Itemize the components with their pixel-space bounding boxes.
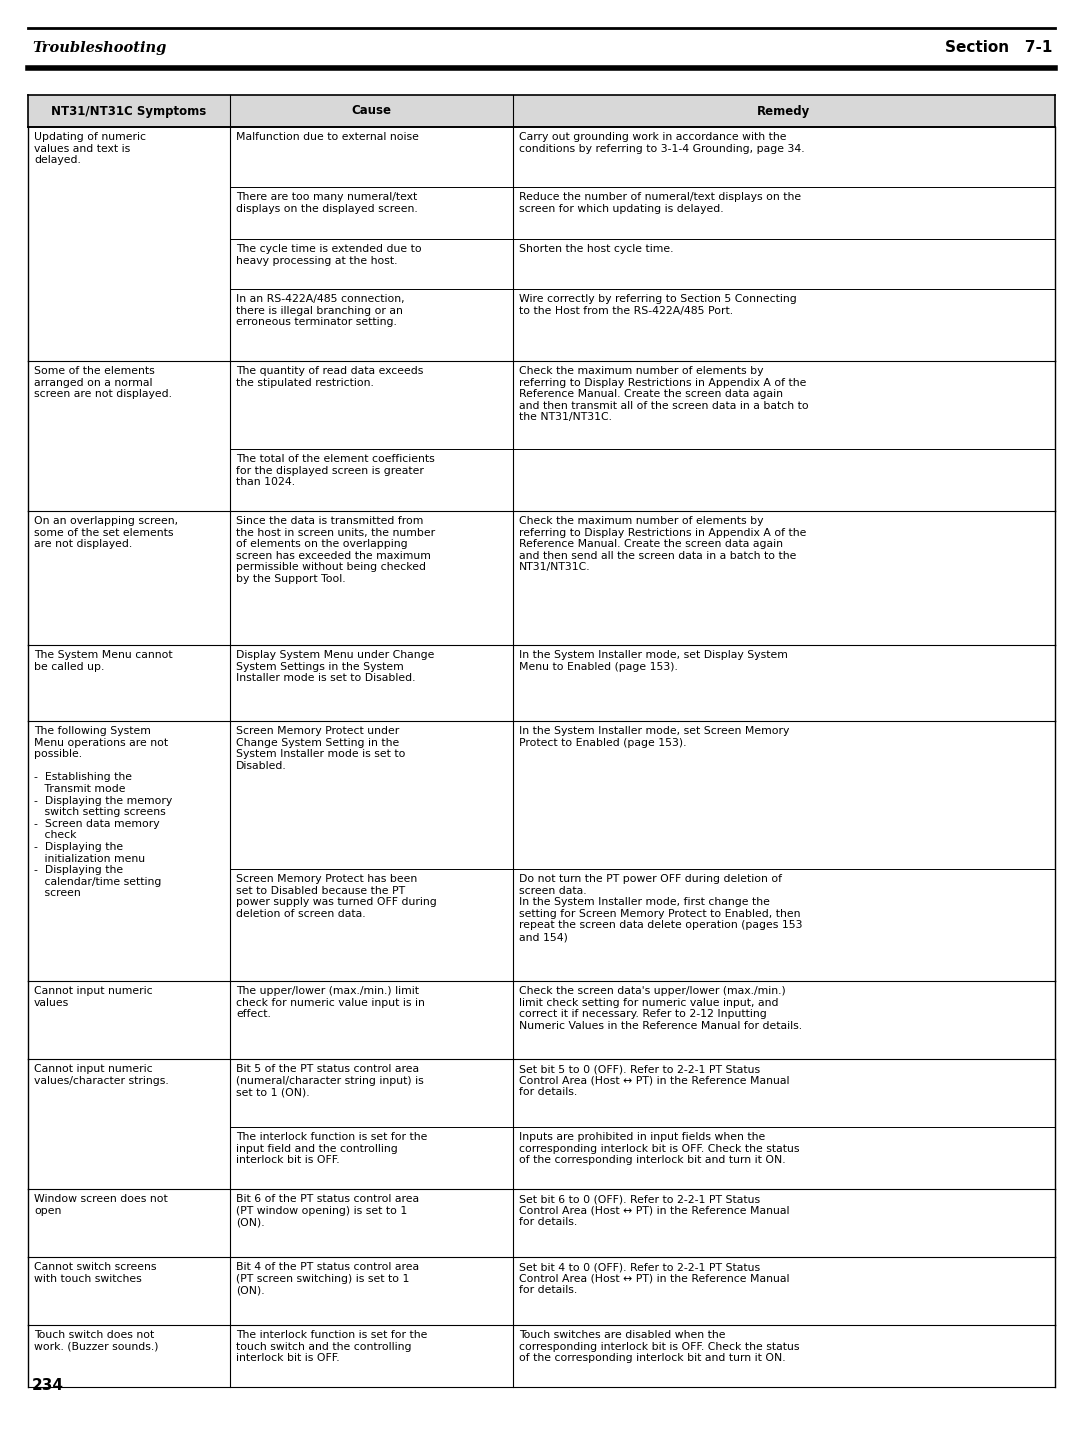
Text: Do not turn the PT power OFF during deletion of
screen data.
In the System Insta: Do not turn the PT power OFF during dele…	[519, 874, 802, 941]
Text: Set bit 5 to 0 (OFF). Refer to 2-2-1 PT Status
Control Area (Host ↔ PT) in the R: Set bit 5 to 0 (OFF). Refer to 2-2-1 PT …	[519, 1063, 789, 1098]
Text: Some of the elements
arranged on a normal
screen are not displayed.: Some of the elements arranged on a norma…	[33, 366, 172, 399]
Text: The upper/lower (max./min.) limit
check for numeric value input is in
effect.: The upper/lower (max./min.) limit check …	[237, 986, 424, 1019]
Text: Cause: Cause	[351, 105, 391, 118]
Bar	[28, 95, 1055, 128]
Text: Display System Menu under Change
System Settings in the System
Installer mode is: Display System Menu under Change System …	[237, 650, 434, 683]
Text: Check the screen data's upper/lower (max./min.)
limit check setting for numeric : Check the screen data's upper/lower (max…	[519, 986, 802, 1030]
Text: Screen Memory Protect has been
set to Disabled because the PT
power supply was t: Screen Memory Protect has been set to Di…	[237, 874, 436, 918]
Text: Reduce the number of numeral/text displays on the
screen for which updating is d: Reduce the number of numeral/text displa…	[519, 192, 801, 214]
Text: Touch switch does not
work. (Buzzer sounds.): Touch switch does not work. (Buzzer soun…	[33, 1330, 159, 1352]
Text: Cannot input numeric
values/character strings.: Cannot input numeric values/character st…	[33, 1063, 168, 1086]
Text: Check the maximum number of elements by
referring to Display Restrictions in App: Check the maximum number of elements by …	[519, 517, 807, 573]
Text: Shorten the host cycle time.: Shorten the host cycle time.	[519, 244, 674, 254]
Text: In the System Installer mode, set Screen Memory
Protect to Enabled (page 153).: In the System Installer mode, set Screen…	[519, 726, 789, 748]
Text: Bit 6 of the PT status control area
(PT window opening) is set to 1
(ON).: Bit 6 of the PT status control area (PT …	[237, 1194, 419, 1227]
Text: Screen Memory Protect under
Change System Setting in the
System Installer mode i: Screen Memory Protect under Change Syste…	[237, 726, 405, 771]
Text: Bit 4 of the PT status control area
(PT screen switching) is set to 1
(ON).: Bit 4 of the PT status control area (PT …	[237, 1261, 419, 1296]
Text: 234: 234	[32, 1378, 64, 1393]
Text: Remedy: Remedy	[757, 105, 811, 118]
Text: Troubleshooting: Troubleshooting	[32, 42, 166, 55]
Text: Section   7-1: Section 7-1	[945, 40, 1052, 56]
Text: In an RS-422A/485 connection,
there is illegal branching or an
erroneous termina: In an RS-422A/485 connection, there is i…	[237, 294, 405, 327]
Text: The cycle time is extended due to
heavy processing at the host.: The cycle time is extended due to heavy …	[237, 244, 421, 265]
Text: The total of the element coefficients
for the displayed screen is greater
than 1: The total of the element coefficients fo…	[237, 453, 435, 488]
Text: Cannot input numeric
values: Cannot input numeric values	[33, 986, 152, 1007]
Text: NT31/NT31C Symptoms: NT31/NT31C Symptoms	[52, 105, 206, 118]
Text: Check the maximum number of elements by
referring to Display Restrictions in App: Check the maximum number of elements by …	[519, 366, 809, 422]
Text: Since the data is transmitted from
the host in screen units, the number
of eleme: Since the data is transmitted from the h…	[237, 517, 435, 584]
Text: Carry out grounding work in accordance with the
conditions by referring to 3-1-4: Carry out grounding work in accordance w…	[519, 132, 805, 154]
Text: There are too many numeral/text
displays on the displayed screen.: There are too many numeral/text displays…	[237, 192, 418, 214]
Text: Cannot switch screens
with touch switches: Cannot switch screens with touch switche…	[33, 1261, 157, 1283]
Text: Bit 5 of the PT status control area
(numeral/character string input) is
set to 1: Bit 5 of the PT status control area (num…	[237, 1063, 423, 1098]
Text: The quantity of read data exceeds
the stipulated restriction.: The quantity of read data exceeds the st…	[237, 366, 423, 387]
Text: The interlock function is set for the
touch switch and the controlling
interlock: The interlock function is set for the to…	[237, 1330, 428, 1363]
Text: Window screen does not
open: Window screen does not open	[33, 1194, 167, 1215]
Text: Wire correctly by referring to Section 5 Connecting
to the Host from the RS-422A: Wire correctly by referring to Section 5…	[519, 294, 797, 316]
Text: Updating of numeric
values and text is
delayed.: Updating of numeric values and text is d…	[33, 132, 146, 165]
Text: The following System
Menu operations are not
possible.

-  Establishing the
   T: The following System Menu operations are…	[33, 726, 172, 898]
Text: Set bit 6 to 0 (OFF). Refer to 2-2-1 PT Status
Control Area (Host ↔ PT) in the R: Set bit 6 to 0 (OFF). Refer to 2-2-1 PT …	[519, 1194, 789, 1227]
Text: Set bit 4 to 0 (OFF). Refer to 2-2-1 PT Status
Control Area (Host ↔ PT) in the R: Set bit 4 to 0 (OFF). Refer to 2-2-1 PT …	[519, 1261, 789, 1296]
Text: Malfunction due to external noise: Malfunction due to external noise	[237, 132, 419, 142]
Text: In the System Installer mode, set Display System
Menu to Enabled (page 153).: In the System Installer mode, set Displa…	[519, 650, 788, 672]
Text: On an overlapping screen,
some of the set elements
are not displayed.: On an overlapping screen, some of the se…	[33, 517, 178, 550]
Text: The interlock function is set for the
input field and the controlling
interlock : The interlock function is set for the in…	[237, 1132, 428, 1165]
Text: Touch switches are disabled when the
corresponding interlock bit is OFF. Check t: Touch switches are disabled when the cor…	[519, 1330, 799, 1363]
Text: Inputs are prohibited in input fields when the
corresponding interlock bit is OF: Inputs are prohibited in input fields wh…	[519, 1132, 799, 1165]
Text: The System Menu cannot
be called up.: The System Menu cannot be called up.	[33, 650, 173, 672]
